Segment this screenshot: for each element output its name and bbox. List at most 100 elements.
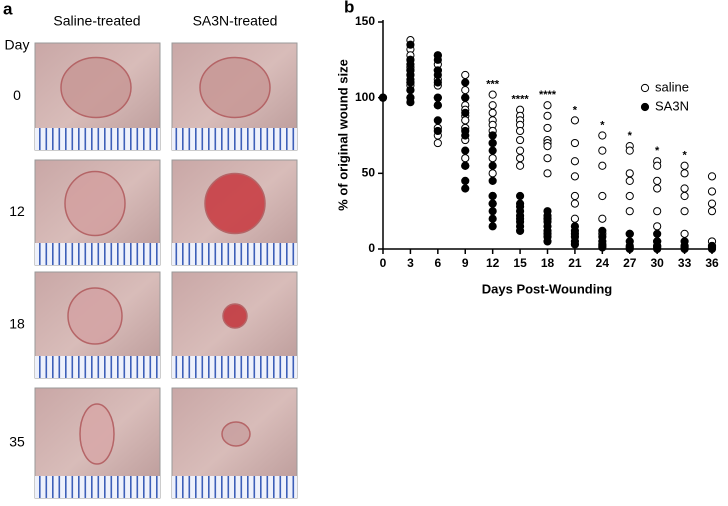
x-tick-label: 27 — [623, 256, 637, 270]
point — [543, 123, 552, 133]
point — [598, 146, 607, 155]
ruler — [172, 128, 297, 150]
point — [625, 169, 634, 178]
point — [433, 116, 442, 125]
point — [653, 229, 662, 238]
point — [625, 207, 634, 216]
wound — [79, 403, 115, 465]
point — [570, 172, 580, 181]
point — [543, 101, 552, 110]
point — [488, 131, 497, 140]
point — [515, 226, 525, 235]
point — [461, 86, 470, 95]
point — [433, 78, 442, 87]
point — [570, 199, 580, 208]
point — [680, 161, 689, 170]
ruler — [172, 243, 297, 265]
point — [598, 161, 607, 170]
ruler — [35, 356, 160, 378]
wound — [222, 303, 248, 329]
point — [461, 154, 470, 163]
y-tick-label: 0 — [368, 241, 375, 255]
point — [433, 101, 442, 110]
point — [488, 146, 497, 155]
panel-label: b — [344, 0, 354, 16]
row-label: 18 — [9, 316, 25, 332]
wound — [67, 287, 123, 345]
column-header: Saline-treated — [53, 13, 140, 29]
point — [570, 157, 580, 166]
legend-marker — [640, 102, 650, 112]
point — [543, 141, 552, 151]
point — [433, 93, 442, 102]
x-tick-label: 12 — [486, 256, 500, 270]
panel-a: a Saline-treated SA3N-treated Day 0 12 18 3… — [3, 0, 298, 499]
x-tick-label: 30 — [650, 256, 664, 270]
point — [406, 98, 415, 107]
point — [625, 229, 634, 238]
point — [488, 169, 497, 178]
ruler — [35, 128, 160, 150]
point — [680, 229, 689, 238]
x-tick-label: 9 — [462, 256, 469, 270]
x-tick-label: 24 — [596, 256, 610, 270]
point — [707, 244, 717, 254]
wound — [221, 421, 251, 447]
point — [515, 154, 525, 163]
point — [570, 116, 580, 125]
significance: **** — [512, 94, 530, 106]
point — [461, 116, 470, 125]
x-tick-label: 0 — [380, 256, 387, 270]
point — [570, 191, 580, 201]
significance: **** — [539, 89, 557, 101]
legend-label: saline — [655, 79, 689, 94]
significance: * — [628, 130, 633, 142]
legend-marker — [640, 83, 650, 93]
point — [598, 214, 607, 223]
point — [680, 191, 689, 201]
y-tick-label: 150 — [355, 14, 375, 28]
wound — [204, 172, 266, 235]
panel-label: a — [3, 0, 13, 18]
point — [707, 187, 717, 196]
point — [707, 207, 717, 216]
point — [625, 191, 634, 201]
point — [488, 161, 497, 170]
significance: * — [682, 150, 687, 162]
x-tick-label: 18 — [541, 256, 555, 270]
significance: * — [655, 145, 660, 157]
point — [570, 138, 580, 148]
point — [433, 55, 442, 64]
point — [515, 146, 525, 155]
y-tick-label: 50 — [362, 166, 376, 180]
point — [461, 176, 470, 185]
x-tick-label: 21 — [568, 256, 582, 270]
point — [433, 126, 442, 136]
point — [461, 70, 470, 80]
row-header: Day — [5, 37, 30, 53]
point — [570, 240, 580, 249]
x-tick-label: 15 — [513, 256, 527, 270]
point — [515, 126, 525, 136]
x-tick-label: 3 — [407, 256, 414, 270]
point — [653, 207, 662, 216]
wound — [64, 170, 126, 237]
point — [461, 93, 470, 102]
y-tick-label: 100 — [355, 90, 375, 104]
ruler — [35, 476, 160, 498]
row-label: 35 — [9, 434, 25, 450]
row-label: 12 — [9, 203, 25, 219]
row-label: 0 — [13, 87, 21, 103]
point — [488, 176, 497, 185]
point — [570, 214, 580, 223]
point — [653, 222, 662, 231]
point — [488, 138, 497, 148]
point — [543, 111, 552, 120]
point — [625, 244, 634, 254]
x-axis-title: Days Post-Wounding — [482, 281, 613, 296]
point — [653, 176, 662, 185]
point — [461, 108, 470, 117]
point — [680, 184, 689, 193]
point — [598, 191, 607, 201]
point — [515, 191, 525, 201]
